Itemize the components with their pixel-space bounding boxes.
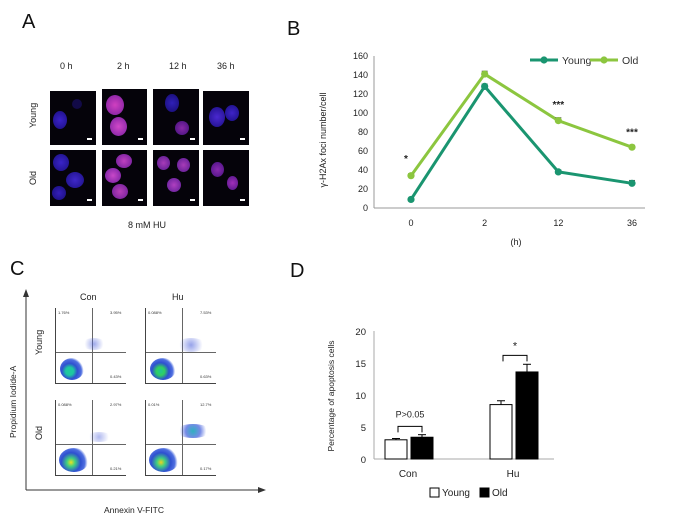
line-point-young <box>407 195 415 204</box>
facs-x-axis-label: Annexin V-FITC <box>104 505 164 515</box>
time-label-12h: 12 h <box>169 61 187 71</box>
line-point-old <box>481 70 489 78</box>
bar-legend-swatch-young <box>429 487 440 498</box>
bar-chart-sig-label: * <box>513 340 518 352</box>
bar-legend-label-young: Young <box>442 488 470 499</box>
bar-legend-label-old: Old <box>492 488 508 499</box>
bar-chart-plot <box>384 354 539 460</box>
facs-axis-arrows <box>23 289 266 493</box>
line-chart-xlabel: (h) <box>511 237 522 247</box>
micrograph-old-12h <box>153 150 199 206</box>
line-point-old <box>628 143 636 151</box>
line-chart-ytick: 160 <box>353 51 368 61</box>
bar-chart-ytick: 0 <box>361 455 366 466</box>
bar-chart-ytick: 10 <box>355 391 366 402</box>
line-chart-axis: 0 20 40 60 80 100 120 140 160 0 2 12 36 <box>353 51 645 228</box>
bar-young-hu <box>489 404 513 460</box>
bar-chart-legend: Young Old <box>429 487 508 499</box>
time-label-0h: 0 h <box>60 61 73 71</box>
q1-old-hu: 0.01% <box>148 402 160 407</box>
bar-chart-ytick: 5 <box>361 423 366 434</box>
line-chart-ytick: 80 <box>358 127 368 137</box>
q3-old-con: 0.21% <box>110 466 122 471</box>
significance-marker: *** <box>626 127 638 138</box>
line-chart-ytick: 60 <box>358 146 368 156</box>
facs-plot-old-hu: 0.01% 12.7% 0.17% <box>145 400 216 476</box>
facs-plot-old-con: 0.088% 2.97% 0.21% <box>55 400 126 476</box>
micrograph-young-2h <box>102 89 147 145</box>
facs-plot-young-hu: 0.088% 7.53% 0.63% <box>145 308 216 384</box>
bar-old-hu <box>515 371 539 460</box>
bar-old-con <box>410 436 434 460</box>
legend-label-old: Old <box>622 55 639 67</box>
line-series-old <box>409 72 633 177</box>
line-chart-ytick: 40 <box>358 165 368 175</box>
line-series-young <box>409 83 633 201</box>
q2-old-con: 2.97% <box>110 402 122 407</box>
micrograph-old-0h <box>50 150 96 206</box>
q1-young-con: 1.76% <box>58 310 70 315</box>
line-chart-ytick: 120 <box>353 89 368 99</box>
bracket-con <box>397 425 423 433</box>
line-chart-xtick: 2 <box>482 218 487 228</box>
line-point-young <box>554 168 562 176</box>
legend-label-young: Young <box>562 55 592 67</box>
facs-col-con: Con <box>80 292 97 302</box>
bar-chart: 0 5 10 15 20 Con Hu Young Old Percentage of apo… <box>326 327 554 499</box>
treatment-label: 8 mM HU <box>128 220 166 230</box>
line-chart-plot: ******* <box>404 70 638 204</box>
q2-young-con: 3.95% <box>110 310 122 315</box>
bar-chart-xtick: Con <box>399 469 417 480</box>
q1-old-con: 0.088% <box>58 402 72 407</box>
q3-young-hu: 0.63% <box>200 374 212 379</box>
panel-d-letter: D <box>290 260 305 282</box>
q3-young-con: 0.43% <box>110 374 122 379</box>
significance-marker: * <box>404 154 408 165</box>
micrograph-old-36h <box>203 150 249 206</box>
bar-young-con <box>384 439 408 460</box>
q2-old-hu: 12.7% <box>200 402 212 407</box>
line-chart-xtick: 36 <box>627 218 637 228</box>
q1-young-hu: 0.088% <box>148 310 162 315</box>
micrograph-old-2h <box>102 150 147 206</box>
q2-young-hu: 7.53% <box>200 310 212 315</box>
line-point-old <box>554 117 562 125</box>
legend-marker-young <box>540 56 548 64</box>
significance-marker: *** <box>552 100 564 111</box>
line-chart-ytick: 140 <box>353 70 368 80</box>
line-chart-legend: Young Old <box>530 55 639 67</box>
micrograph-young-36h <box>203 91 249 145</box>
panel-c-letter: C <box>10 258 25 280</box>
line-chart-ytick: 20 <box>358 184 368 194</box>
bar-chart-ylabel: Percentage of apoptosis cells <box>326 340 336 451</box>
q3-old-hu: 0.17% <box>200 466 212 471</box>
bar-chart-xtick: Hu <box>507 469 520 480</box>
facs-plot-young-con: 1.76% 3.95% 0.43% <box>55 308 126 384</box>
bar-chart-ytick: 20 <box>355 327 366 338</box>
line-point-young <box>481 82 489 90</box>
bar-chart-ytick: 15 <box>355 359 366 370</box>
bar-legend-swatch-old <box>479 487 490 498</box>
line-point-old <box>407 172 415 180</box>
legend-marker-old <box>600 56 608 64</box>
bar-chart-p-label: P>0.05 <box>396 409 425 419</box>
line-chart-xtick: 12 <box>553 218 563 228</box>
panel-b-letter: B <box>287 18 301 40</box>
panel-a-letter: A <box>22 11 36 33</box>
time-label-2h: 2 h <box>117 61 130 71</box>
facs-y-axis-label: Propidium Iodide-A <box>8 365 18 438</box>
line-chart-ytick: 100 <box>353 108 368 118</box>
row-label-old: Old <box>28 170 38 185</box>
time-label-36h: 36 h <box>217 61 235 71</box>
line-chart-xtick: 0 <box>408 218 413 228</box>
line-chart-ylabel: γ-H2Ax foci number/cell <box>318 92 328 187</box>
line-point-young <box>628 179 636 187</box>
row-label-young: Young <box>28 102 38 128</box>
line-chart-ytick: 0 <box>363 203 368 213</box>
micrograph-young-12h <box>153 89 199 145</box>
bracket-hu <box>502 354 528 362</box>
micrograph-young-0h <box>50 91 96 145</box>
facs-col-hu: Hu <box>172 292 184 302</box>
